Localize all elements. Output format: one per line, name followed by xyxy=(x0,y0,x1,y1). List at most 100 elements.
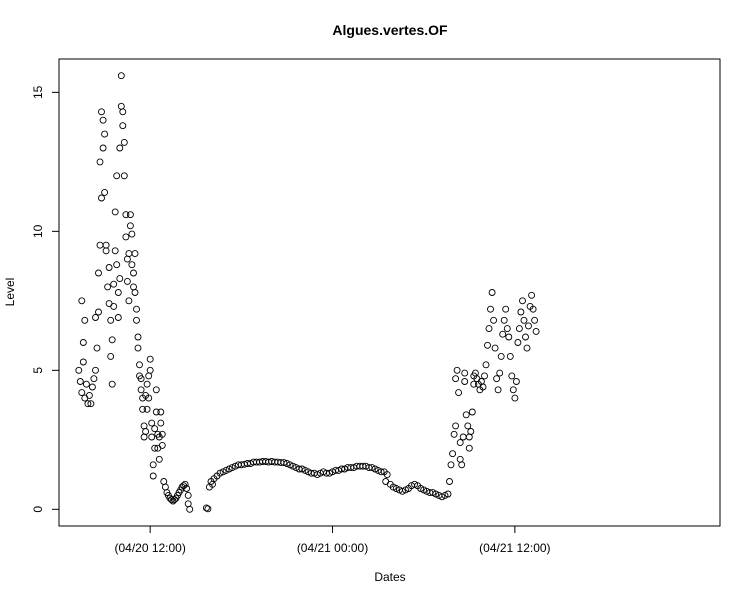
data-point xyxy=(122,233,130,241)
data-point xyxy=(151,425,159,433)
x-tick-label: (04/21 00:00) xyxy=(297,541,368,555)
data-point xyxy=(184,500,192,508)
data-point xyxy=(117,72,125,80)
data-point xyxy=(452,375,460,383)
data-point xyxy=(146,366,154,374)
data-point xyxy=(515,325,523,333)
data-point xyxy=(88,383,96,391)
data-point xyxy=(490,316,498,324)
data-point xyxy=(126,211,134,219)
data-point xyxy=(368,464,376,472)
data-point xyxy=(133,305,140,313)
data-point xyxy=(107,352,115,360)
y-tick-label: 5 xyxy=(31,367,45,374)
data-point xyxy=(126,222,134,230)
data-point xyxy=(455,389,463,397)
data-point xyxy=(461,378,469,385)
data-point xyxy=(458,461,466,469)
data-point xyxy=(116,144,124,152)
data-point xyxy=(500,316,508,324)
data-point xyxy=(467,428,475,435)
data-point xyxy=(95,308,102,316)
data-point xyxy=(128,230,136,238)
y-tick-label: 0 xyxy=(31,506,45,513)
x-axis-label: Dates xyxy=(374,570,405,584)
data-point xyxy=(517,308,525,316)
data-point xyxy=(158,430,166,438)
data-point xyxy=(446,478,453,485)
data-point xyxy=(108,380,116,388)
data-point xyxy=(444,490,452,498)
data-point xyxy=(157,408,165,416)
data-point xyxy=(146,355,154,363)
data-point xyxy=(485,325,493,333)
data-point xyxy=(78,389,86,397)
data-point xyxy=(92,366,99,374)
data-point xyxy=(161,483,169,491)
data-point xyxy=(101,130,109,138)
data-point xyxy=(506,352,514,360)
data-point xyxy=(114,289,122,296)
data-point xyxy=(79,339,87,346)
data-point xyxy=(75,366,83,374)
x-tick-label: (04/20 12:00) xyxy=(114,541,185,555)
data-point xyxy=(130,283,137,291)
data-point xyxy=(133,316,140,324)
data-point xyxy=(531,316,539,324)
data-point xyxy=(111,208,119,216)
data-point xyxy=(107,316,115,324)
data-point xyxy=(484,341,491,349)
data-point xyxy=(508,372,516,380)
data-point xyxy=(452,422,460,430)
data-point xyxy=(81,316,89,324)
data-point xyxy=(465,433,473,441)
data-point xyxy=(96,241,104,249)
data-point xyxy=(123,277,131,285)
data-point xyxy=(496,369,504,377)
data-point xyxy=(503,325,511,333)
data-point xyxy=(481,372,488,380)
data-point xyxy=(99,144,107,152)
data-point xyxy=(464,422,472,430)
data-point xyxy=(79,358,87,366)
data-point xyxy=(136,361,143,369)
data-point xyxy=(497,352,505,360)
data-point xyxy=(137,386,145,394)
data-point xyxy=(449,450,457,458)
data-point xyxy=(145,372,153,380)
data-point xyxy=(111,247,119,255)
data-point xyxy=(143,405,151,413)
data-point xyxy=(125,250,133,258)
data-point xyxy=(155,455,163,463)
data-point xyxy=(113,172,121,180)
data-point xyxy=(447,461,455,469)
data-point xyxy=(98,194,105,202)
data-point xyxy=(134,333,142,341)
data-point xyxy=(160,478,168,485)
data-point xyxy=(488,289,496,296)
data-point xyxy=(102,241,110,249)
data-point xyxy=(120,138,128,146)
data-point xyxy=(181,480,189,488)
data-point xyxy=(280,459,288,467)
data-point xyxy=(158,441,166,449)
data-point xyxy=(142,428,150,435)
data-point xyxy=(499,330,507,338)
data-point xyxy=(139,405,147,413)
data-point xyxy=(116,275,124,283)
data-point xyxy=(532,327,540,335)
data-point xyxy=(93,344,101,352)
data-point xyxy=(465,444,473,452)
data-point xyxy=(145,394,153,402)
data-point xyxy=(392,485,400,492)
plot-frame xyxy=(58,58,721,527)
data-point xyxy=(130,269,137,277)
data-point xyxy=(104,283,112,291)
data-point xyxy=(519,297,526,305)
data-point xyxy=(512,378,520,385)
data-point xyxy=(482,361,490,369)
data-point xyxy=(110,302,118,310)
data-point xyxy=(523,344,531,352)
data-point xyxy=(438,493,446,501)
